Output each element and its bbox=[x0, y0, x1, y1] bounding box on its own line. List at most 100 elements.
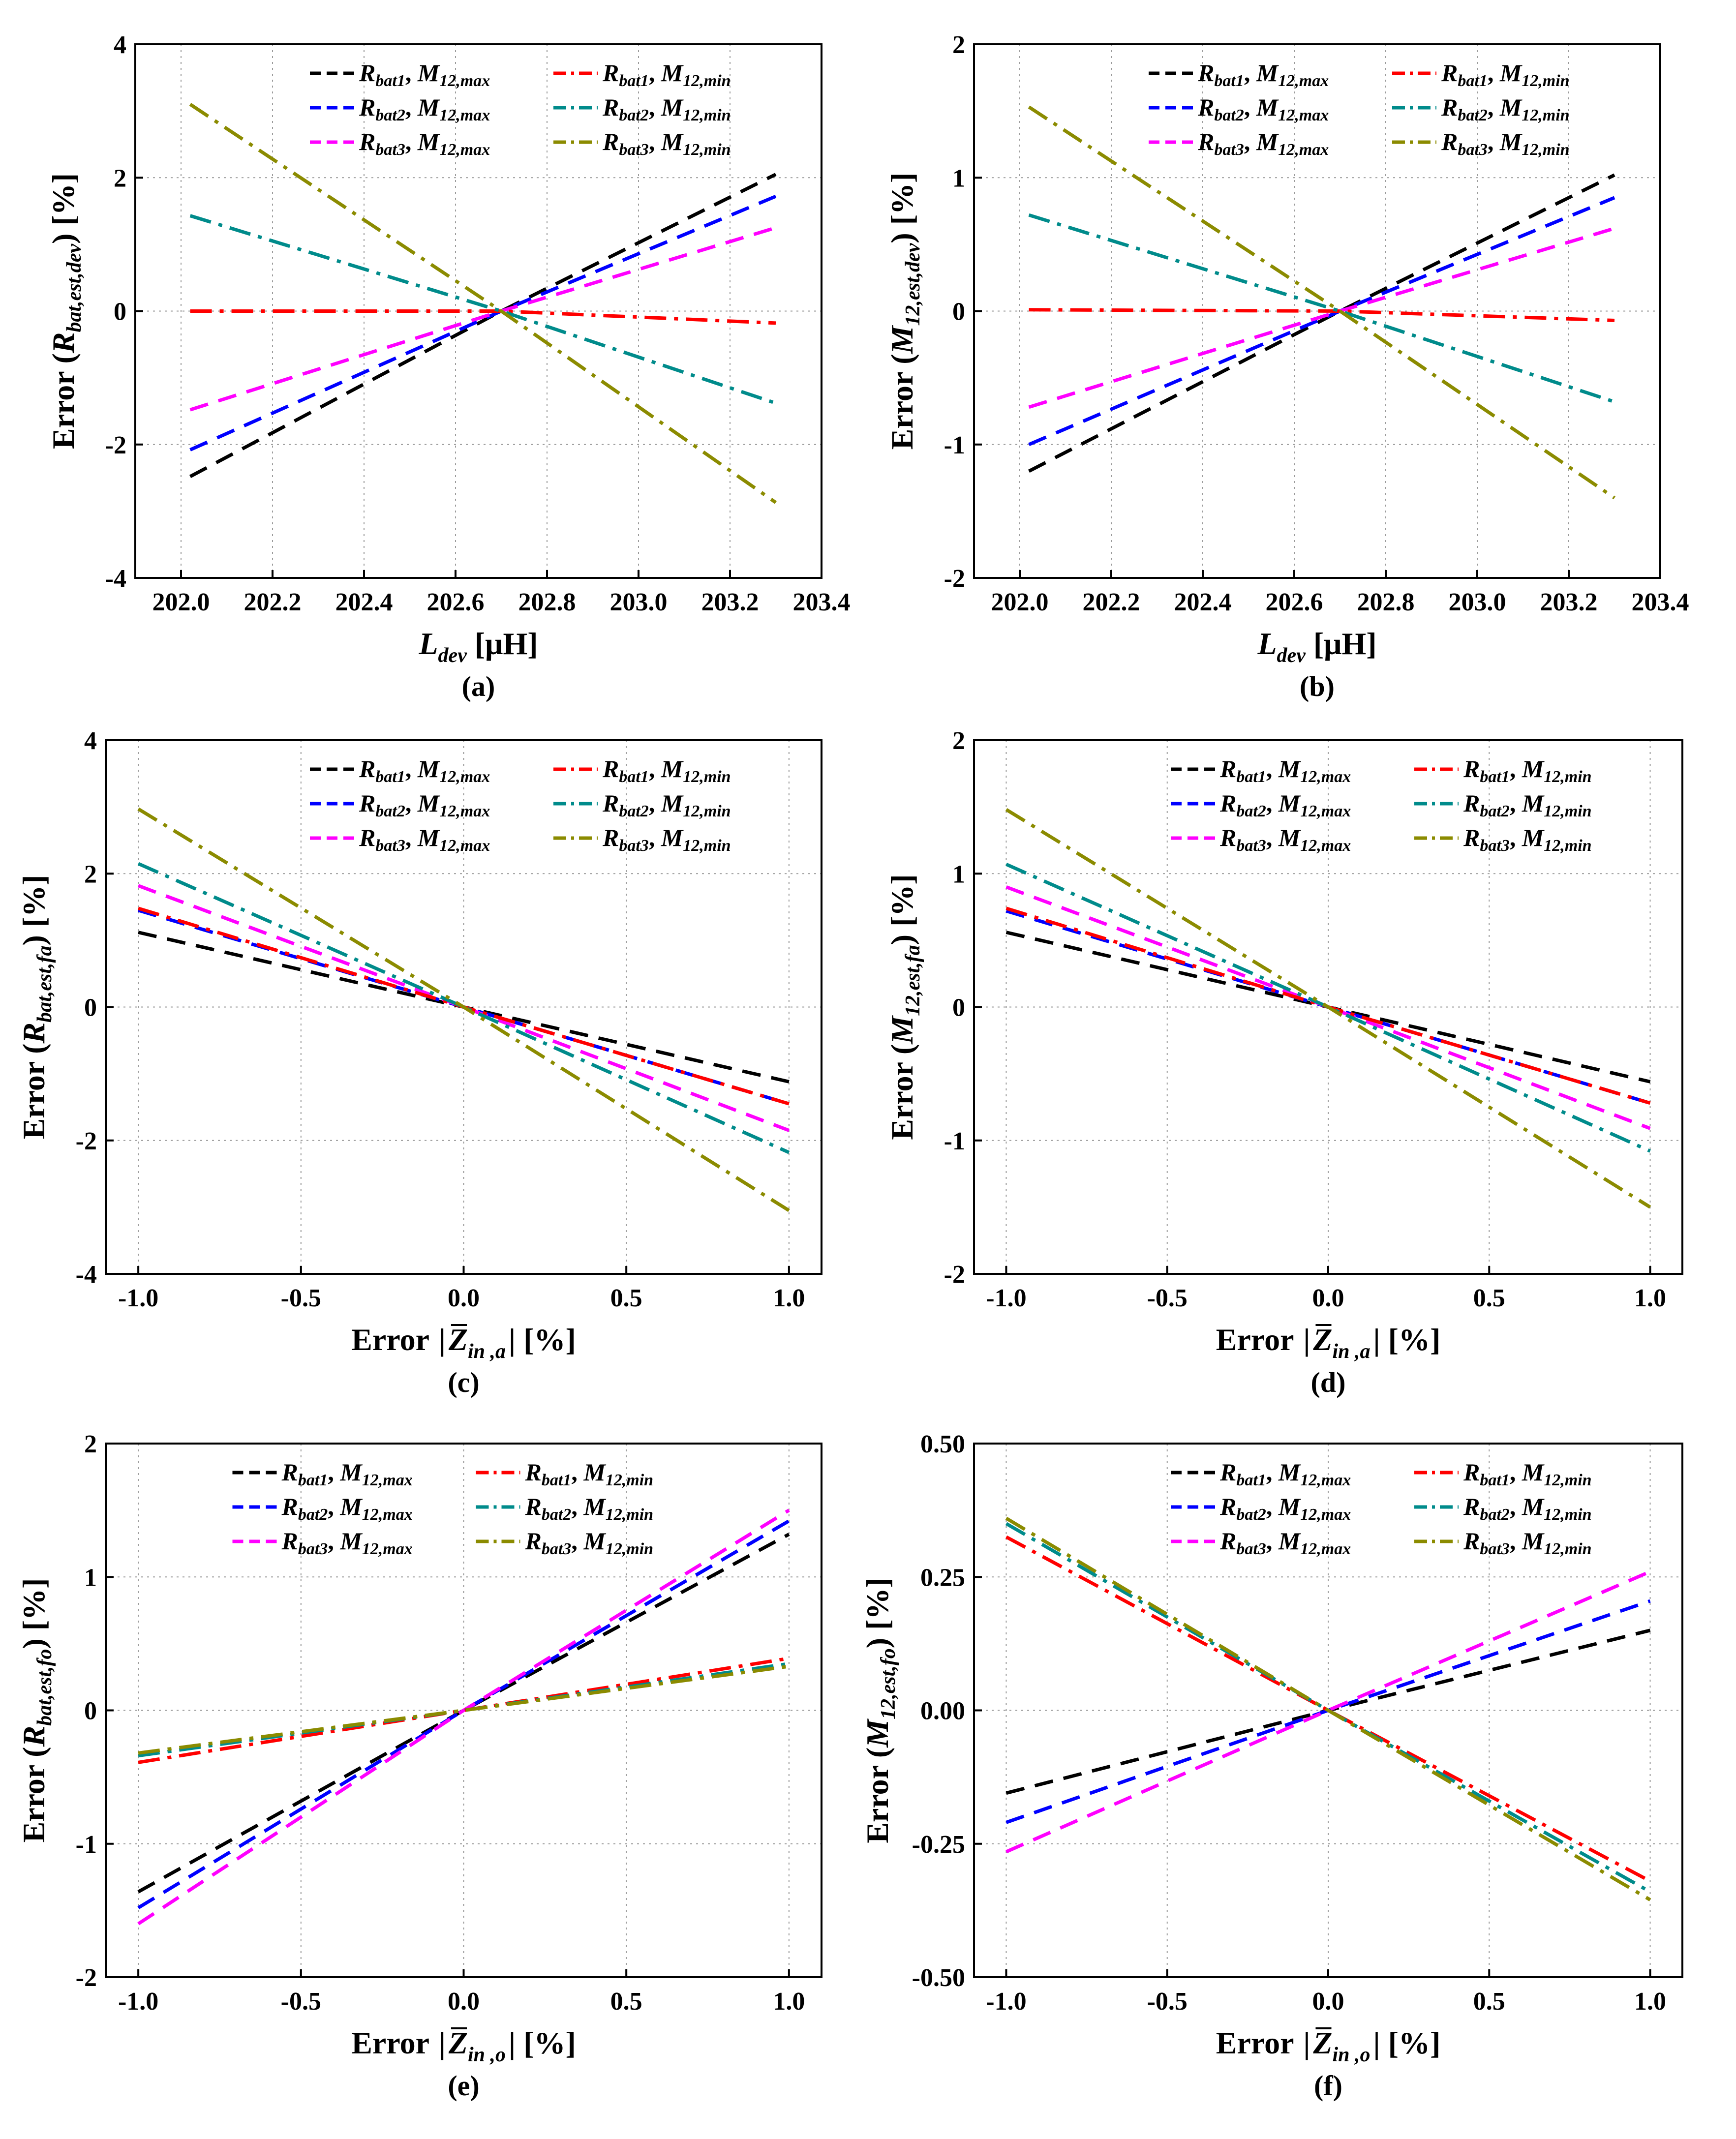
legend-label-r2max: Rbat2, M12,max bbox=[359, 93, 490, 124]
legend-label-r2min: Rbat2, M12,min bbox=[1463, 789, 1592, 820]
y-axis-title-main: M bbox=[884, 1015, 919, 1045]
legend-base-sub: bat1 bbox=[1236, 1471, 1266, 1489]
series-line-r2max bbox=[137, 1519, 790, 1909]
legend-base-sub: bat1 bbox=[1236, 768, 1266, 786]
legend-label-r3min: Rbat3, M12,min bbox=[1463, 824, 1592, 855]
x-axis-title-suffix: [%] bbox=[516, 2025, 576, 2060]
y-tick-label: -2 bbox=[76, 1964, 97, 1992]
y-axis-title-prefix: Error ( bbox=[860, 1747, 895, 1843]
legend-sep: , bbox=[1510, 824, 1522, 851]
x-axis-title-prefix: Error bbox=[1216, 1322, 1302, 1357]
legend-base: R bbox=[359, 824, 375, 851]
legend-m: M bbox=[1522, 1458, 1545, 1486]
y-tick-label: -2 bbox=[944, 565, 965, 593]
x-axis-title-z: Z bbox=[1312, 2025, 1332, 2060]
legend-m-sub: 12,max bbox=[362, 1506, 413, 1524]
legend-label-r1min: Rbat1, M12,min bbox=[602, 755, 731, 786]
legend-sep: , bbox=[649, 789, 661, 817]
x-tick-label: 202.0 bbox=[152, 588, 210, 616]
y-tick-label: -2 bbox=[944, 1261, 965, 1289]
x-tick-label: 0.5 bbox=[1473, 1988, 1505, 2016]
legend-m-sub: 12,min bbox=[1522, 106, 1569, 124]
y-axis-title-main: M bbox=[884, 325, 919, 354]
panel-label: (f) bbox=[1314, 2070, 1342, 2102]
x-tick-label: -0.5 bbox=[281, 1284, 321, 1312]
legend-m: M bbox=[1256, 128, 1279, 155]
legend-label-r3min: Rbat3, M12,min bbox=[602, 824, 731, 855]
x-tick-label: 0.0 bbox=[1312, 1284, 1344, 1312]
legend-m-sub: 12,max bbox=[439, 72, 490, 90]
x-tick-label: -0.5 bbox=[1147, 1988, 1188, 2016]
x-axis-bar-left: | bbox=[1303, 1322, 1310, 1357]
legend-base-sub: bat1 bbox=[619, 72, 648, 90]
legend-label-r1min: Rbat1, M12,min bbox=[1441, 59, 1570, 90]
legend-sep: , bbox=[1266, 1527, 1279, 1555]
legend-base: R bbox=[1441, 59, 1458, 87]
x-axis-title: Error |Zin ,o| [%] bbox=[351, 2025, 576, 2066]
legend-base: R bbox=[525, 1527, 542, 1555]
legend-label-r2min: Rbat2, M12,min bbox=[1463, 1493, 1592, 1524]
x-tick-label: -0.5 bbox=[281, 1988, 321, 2016]
x-tick-label: 202.6 bbox=[1266, 588, 1323, 616]
legend-base: R bbox=[1219, 789, 1236, 817]
legend-base-sub: bat2 bbox=[542, 1506, 571, 1524]
legend-base-sub: bat3 bbox=[1236, 1540, 1266, 1558]
legend-base-sub: bat1 bbox=[619, 768, 648, 786]
legend-label-r2min: Rbat2, M12,min bbox=[602, 93, 731, 124]
y-tick-label: -2 bbox=[76, 1127, 97, 1155]
x-axis-bar-right: | bbox=[509, 2025, 516, 2060]
legend-label-r2max: Rbat2, M12,max bbox=[1197, 93, 1329, 124]
y-axis-title: Error (Rbat,est,fo) [%] bbox=[16, 1578, 56, 1843]
legend-m-sub: 12,min bbox=[683, 106, 731, 124]
legend-sep: , bbox=[1266, 1458, 1279, 1486]
legend-base-sub: bat3 bbox=[1458, 141, 1487, 159]
x-axis-title-sub: dev bbox=[1277, 644, 1307, 667]
legend-base: R bbox=[1441, 93, 1458, 121]
legend-label-r2min: Rbat2, M12,min bbox=[1441, 93, 1570, 124]
panel-a: 202.0 202.2 202.4 202.6 202.8 203.0 203.2 203.4… bbox=[46, 31, 851, 702]
legend-base: R bbox=[602, 59, 619, 87]
legend-label-r2min: Rbat2, M12,min bbox=[602, 789, 731, 820]
x-tick-label: 0.0 bbox=[448, 1284, 480, 1312]
panel-label: (e) bbox=[448, 2070, 479, 2102]
legend-label-r3min: Rbat3, M12,min bbox=[602, 128, 731, 159]
legend-m-sub: 12,max bbox=[439, 106, 490, 124]
legend-sep: , bbox=[405, 59, 418, 87]
x-tick-label: 202.2 bbox=[1083, 588, 1140, 616]
y-tick-label: -0.50 bbox=[912, 1964, 965, 1992]
legend-m: M bbox=[417, 128, 440, 155]
legend-base-sub: bat1 bbox=[542, 1471, 571, 1489]
series-line-r2min bbox=[138, 1662, 790, 1758]
x-axis-title-z: Z bbox=[448, 1322, 468, 1357]
legend-label-r1min: Rbat1, M12,min bbox=[1463, 1458, 1592, 1489]
x-tick-label: 202.8 bbox=[1357, 588, 1415, 616]
legend-base-sub: bat3 bbox=[1236, 837, 1266, 855]
legend-label-r1max: Rbat1, M12,max bbox=[1219, 755, 1351, 786]
legend-m: M bbox=[1278, 755, 1301, 783]
legend-label-r1max: Rbat1, M12,max bbox=[1197, 59, 1329, 90]
legend-m-sub: 12,min bbox=[1544, 1506, 1591, 1524]
legend-base-sub: bat2 bbox=[1214, 106, 1244, 124]
y-axis-title-sub: bat,est,fo bbox=[33, 1649, 56, 1726]
legend-sep: , bbox=[649, 824, 661, 851]
x-axis-title-z: Z bbox=[1312, 1322, 1332, 1357]
legend-m: M bbox=[1499, 59, 1523, 87]
legend-sep: , bbox=[1510, 755, 1522, 783]
legend-base-sub: bat2 bbox=[619, 802, 648, 820]
y-tick-label: 2 bbox=[952, 31, 965, 59]
x-axis-title-main: L bbox=[418, 626, 438, 661]
x-axis-title-sub: in ,o bbox=[468, 2044, 506, 2066]
legend-m-sub: 12,max bbox=[362, 1471, 413, 1489]
legend-base-sub: bat2 bbox=[1480, 1506, 1509, 1524]
y-tick-label: 2 bbox=[114, 164, 126, 192]
series-line-r3min bbox=[1005, 808, 1651, 1209]
legend-m-sub: 12,min bbox=[1522, 72, 1569, 90]
legend-base-sub: bat3 bbox=[375, 141, 405, 159]
legend-base: R bbox=[1463, 789, 1480, 817]
legend-m: M bbox=[1278, 824, 1301, 851]
legend-base: R bbox=[281, 1493, 298, 1520]
x-tick-label: 202.8 bbox=[518, 588, 576, 616]
y-axis-title-sub: 12,est,fo bbox=[877, 1648, 900, 1719]
